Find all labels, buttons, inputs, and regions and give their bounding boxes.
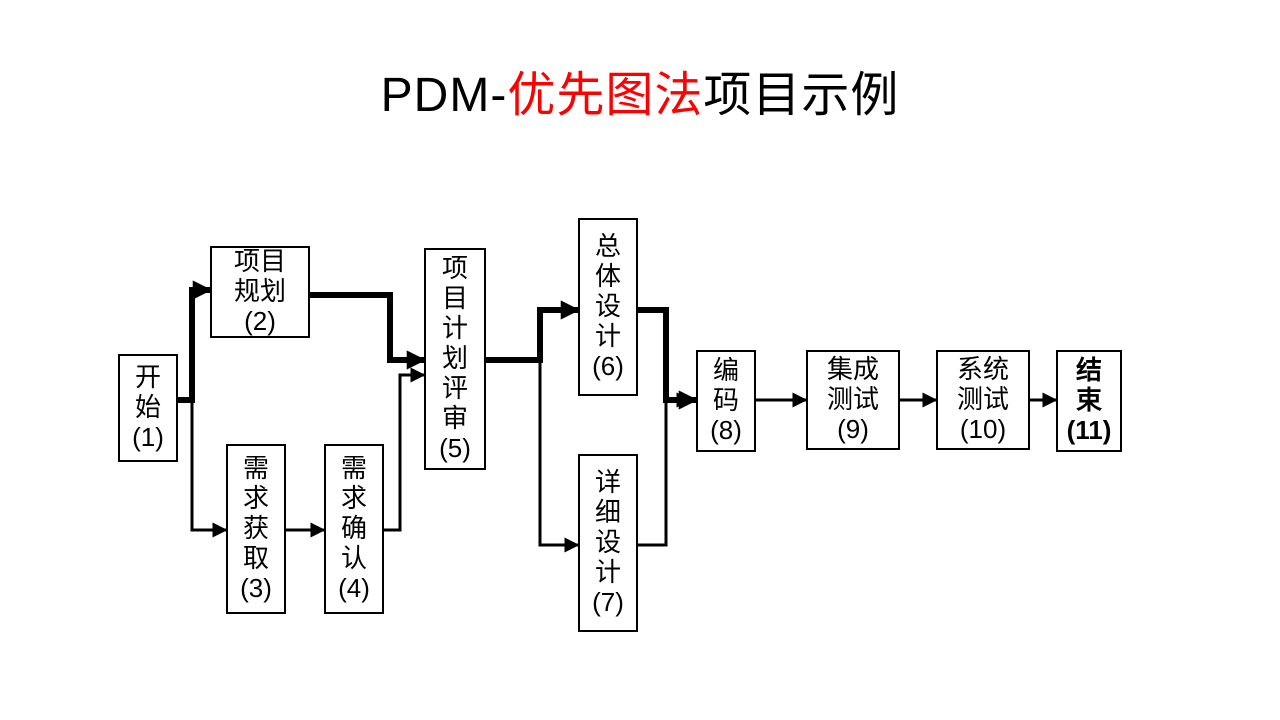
node-number: (7) <box>592 588 624 618</box>
node-number: (8) <box>710 416 742 446</box>
node-n5: 项目计划评审(5) <box>424 248 486 470</box>
edge-n4-n5 <box>384 375 424 530</box>
node-label: 编码 <box>713 356 739 416</box>
edge-n6-n8 <box>638 310 696 400</box>
node-n1: 开始(1) <box>118 354 178 462</box>
node-label: 开始 <box>135 363 161 423</box>
node-number: (3) <box>240 574 272 604</box>
edge-n1-n2 <box>178 290 210 400</box>
node-number: (4) <box>338 574 370 604</box>
node-n11: 结束(11) <box>1056 350 1122 452</box>
node-number: (11) <box>1067 416 1112 446</box>
node-label: 项目计划评审 <box>442 254 468 433</box>
node-label: 需求确认 <box>341 454 367 574</box>
node-n7: 详细设计(7) <box>578 454 638 632</box>
edge-n7-n8 <box>638 400 690 545</box>
node-number: (2) <box>244 307 276 337</box>
node-label: 项目规划 <box>234 247 286 307</box>
edge-n2-n5 <box>310 295 424 360</box>
edge-n1-n3 <box>178 400 226 530</box>
node-label: 总体设计 <box>595 232 621 352</box>
node-n9: 集成测试(9) <box>806 350 900 450</box>
node-number: (1) <box>132 423 164 453</box>
edge-n5-n6 <box>486 310 578 360</box>
node-n6: 总体设计(6) <box>578 218 638 396</box>
node-label: 详细设计 <box>595 468 621 588</box>
node-number: (6) <box>592 352 624 382</box>
node-number: (9) <box>837 415 869 445</box>
node-number: (10) <box>960 415 1006 445</box>
node-label: 集成测试 <box>827 355 879 415</box>
node-label: 结束 <box>1076 356 1102 416</box>
node-label: 需求获取 <box>243 454 269 574</box>
node-n10: 系统测试(10) <box>936 350 1030 450</box>
edge-n5-n7 <box>486 360 578 545</box>
node-number: (5) <box>439 434 471 464</box>
flowchart-canvas: 开始(1)项目规划(2)需求获取(3)需求确认(4)项目计划评审(5)总体设计(… <box>0 0 1280 720</box>
node-label: 系统测试 <box>957 355 1009 415</box>
node-n3: 需求获取(3) <box>226 444 286 614</box>
node-n2: 项目规划(2) <box>210 246 310 338</box>
node-n4: 需求确认(4) <box>324 444 384 614</box>
node-n8: 编码(8) <box>696 350 756 452</box>
